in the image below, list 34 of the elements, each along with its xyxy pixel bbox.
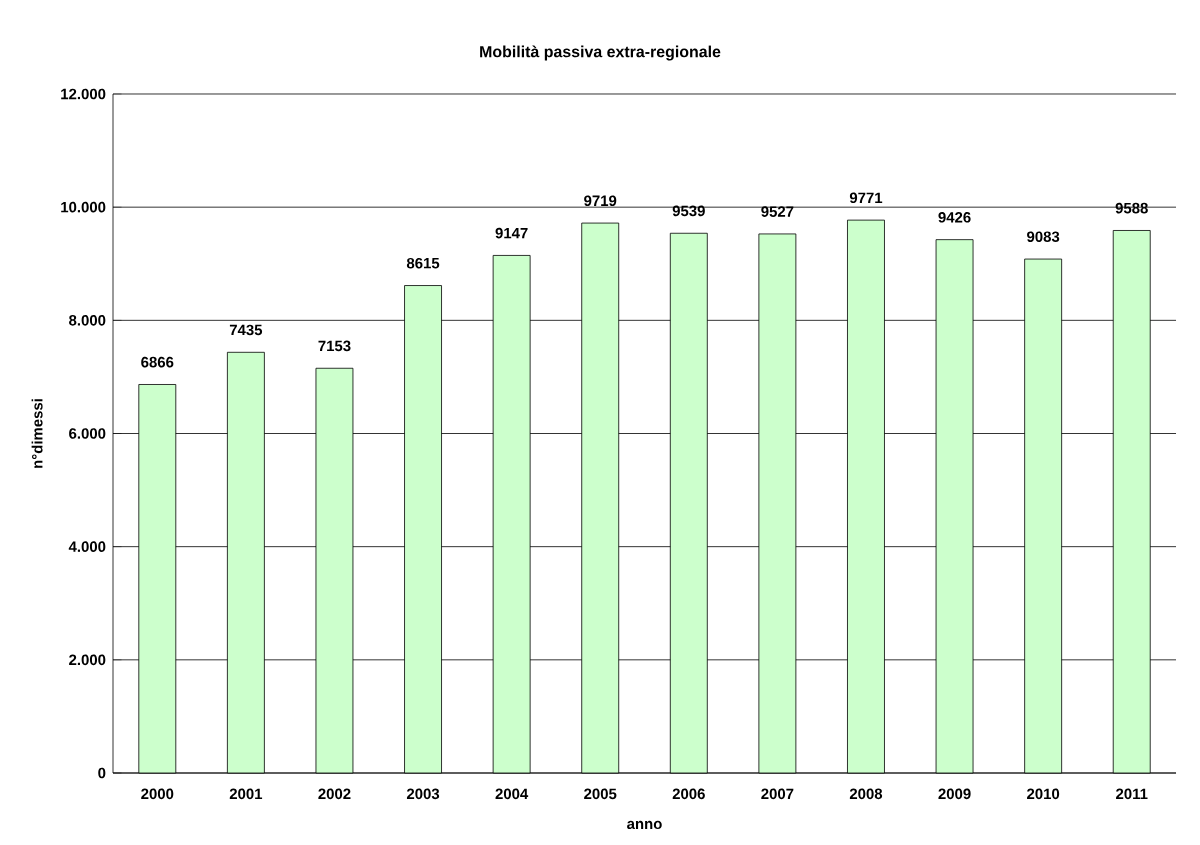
y-tick-label: 8.000 xyxy=(69,315,106,326)
y-tick-label: 12.000 xyxy=(61,88,106,100)
y-tick-label: 10.000 xyxy=(61,201,106,213)
y-tick-label: 0 xyxy=(98,767,106,779)
data-label: 7435 xyxy=(229,324,263,336)
x-axis-title: anno xyxy=(627,820,662,830)
y-tick-label: 4.000 xyxy=(68,541,106,552)
x-tick-label: 2006 xyxy=(672,788,705,800)
chart-title: Mobilità passiva extra-regionale xyxy=(480,45,721,61)
data-label: 9426 xyxy=(938,212,971,223)
x-tick-label: 2002 xyxy=(318,788,351,800)
data-label: 9527 xyxy=(761,206,794,217)
data-label: 6866 xyxy=(141,356,174,368)
x-tick-label: 2008 xyxy=(849,788,883,800)
data-label: 9083 xyxy=(1027,231,1060,242)
data-label: 8615 xyxy=(406,257,440,269)
x-tick-label: 2001 xyxy=(229,788,263,800)
y-axis-title: n°dimessi xyxy=(31,399,43,468)
x-tick-label: 2003 xyxy=(406,788,440,800)
data-label: 9771 xyxy=(849,192,883,204)
x-tick-label: 2011 xyxy=(1116,788,1148,800)
x-tick-label: 2005 xyxy=(584,788,617,800)
y-tick-label: 2.000 xyxy=(69,654,106,666)
x-tick-label: 2010 xyxy=(1027,788,1060,800)
y-tick-label: 6.000 xyxy=(69,428,106,439)
data-label: 9588 xyxy=(1115,202,1148,214)
data-label: 9539 xyxy=(672,205,705,217)
x-tick-label: 2009 xyxy=(938,788,971,800)
x-tick-label: 2004 xyxy=(495,788,529,800)
data-label: 9147 xyxy=(495,227,528,239)
data-label: 9719 xyxy=(584,195,617,207)
x-tick-label: 2000 xyxy=(141,788,174,800)
data-label: 7153 xyxy=(318,340,351,352)
x-tick-label: 2007 xyxy=(761,788,794,800)
